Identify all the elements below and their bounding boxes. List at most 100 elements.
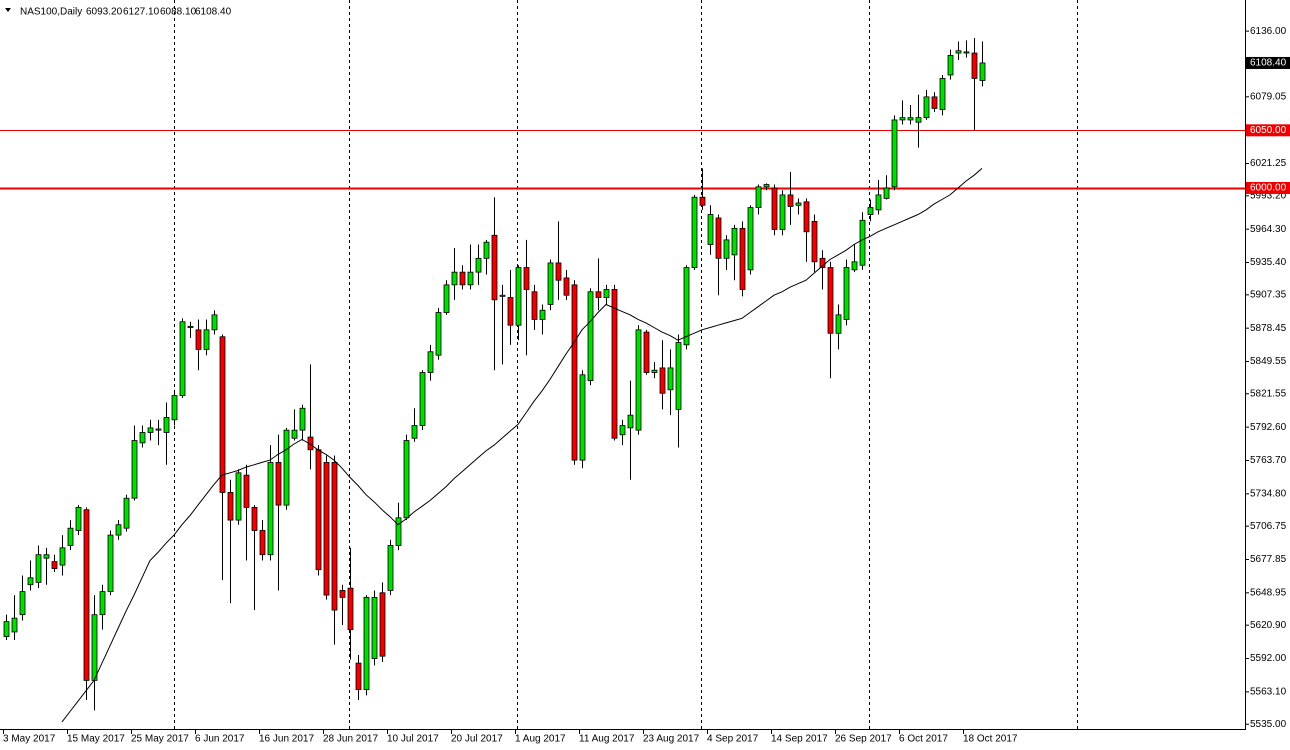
- menu-arrow[interactable]: [5, 8, 11, 12]
- candle-body: [795, 202, 802, 206]
- y-tick-label: 6136.00: [1250, 26, 1287, 37]
- x-tick-label: 14 Sep 2017: [771, 734, 828, 745]
- candle-body: [827, 267, 834, 334]
- candle-body: [523, 267, 530, 290]
- candle-body: [35, 554, 42, 583]
- candle-body: [731, 227, 738, 256]
- candle-body: [763, 184, 770, 188]
- candle-body: [499, 294, 506, 297]
- candle-body: [555, 262, 562, 281]
- candle-body: [347, 587, 354, 631]
- candle-body: [99, 591, 106, 616]
- x-tick-label: 6 Oct 2017: [899, 734, 948, 745]
- candle-body: [531, 291, 538, 320]
- candle-body: [235, 472, 242, 521]
- candle-body: [19, 591, 26, 616]
- candle-body: [451, 271, 458, 286]
- candle-body: [491, 234, 498, 301]
- y-tick-label: 6021.25: [1250, 158, 1287, 169]
- level-tag: [1246, 181, 1290, 194]
- candle-body: [907, 117, 914, 121]
- y-tick-label: 5964.30: [1250, 224, 1287, 235]
- x-tick-label: 6 Jun 2017: [195, 734, 245, 745]
- level-tag-label: 6000.00: [1250, 183, 1287, 194]
- candle-body: [851, 261, 858, 271]
- candle-body: [891, 119, 898, 188]
- candle-body: [107, 534, 114, 593]
- candle-body: [963, 51, 970, 54]
- y-tick-label: 5706.75: [1250, 521, 1287, 532]
- candle-body: [403, 440, 410, 519]
- candle-body: [179, 321, 186, 396]
- candle-body: [739, 227, 746, 290]
- x-tick-label: 11 Aug 2017: [579, 734, 635, 745]
- candle-body: [483, 241, 490, 259]
- candle-body: [835, 314, 842, 334]
- y-tick-label: 5849.55: [1250, 356, 1287, 367]
- candle-body: [395, 517, 402, 546]
- moving-average: [61, 168, 983, 723]
- candle-body: [627, 414, 634, 429]
- y-tick-label: 5648.95: [1250, 587, 1287, 598]
- candle-body: [875, 194, 882, 211]
- candle-body: [579, 374, 586, 461]
- candle-body: [779, 194, 786, 230]
- y-tick-label: 5592.00: [1250, 653, 1287, 664]
- x-tick-label: 10 Jul 2017: [387, 734, 439, 745]
- candle-body: [939, 78, 946, 110]
- y-tick-label: 5821.55: [1250, 388, 1287, 399]
- candle-body: [331, 462, 338, 611]
- candle-body: [547, 262, 554, 305]
- y-tick-label: 5878.45: [1250, 323, 1287, 334]
- candle-body: [387, 545, 394, 591]
- candle-body: [923, 96, 930, 119]
- x-tick-label: 28 Jun 2017: [323, 734, 378, 745]
- x-tick-label: 25 May 2017: [131, 734, 189, 745]
- candle-body: [819, 257, 826, 268]
- y-tick-label: 5677.85: [1250, 554, 1287, 565]
- candle-body: [411, 425, 418, 439]
- x-tick-label: 3 May 2017: [3, 734, 56, 745]
- candle-body: [259, 530, 266, 556]
- candle-body: [715, 217, 722, 259]
- last-price-label: 6108.40: [1250, 58, 1287, 69]
- candle-body: [155, 428, 162, 431]
- candle-body: [187, 325, 194, 328]
- candle-body: [147, 427, 154, 433]
- level-tag-label: 6050.00: [1250, 125, 1287, 136]
- ohlc-label: 6108.40: [195, 7, 232, 18]
- candle-body: [675, 342, 682, 410]
- candle-body: [371, 596, 378, 659]
- candle-body: [123, 497, 130, 529]
- candle-body: [691, 196, 698, 268]
- candle-body: [203, 329, 210, 350]
- candle-body: [323, 462, 330, 596]
- candle-body: [587, 291, 594, 381]
- candle-body: [267, 462, 274, 556]
- candle-body: [667, 367, 674, 391]
- candle-body: [251, 507, 258, 531]
- candle-body: [859, 219, 866, 266]
- y-tick-label: 5734.80: [1250, 488, 1287, 499]
- candle-body: [539, 309, 546, 320]
- candle-body: [379, 592, 386, 657]
- ohlc-label: 6088.10: [160, 7, 197, 18]
- candle-body: [459, 271, 466, 286]
- candle-body: [563, 277, 570, 296]
- last-price-tag: [1246, 56, 1290, 69]
- candle-body: [11, 617, 18, 633]
- candle-body: [643, 331, 650, 373]
- x-tick-label: 1 Aug 2017: [515, 734, 566, 745]
- candle-body: [979, 62, 986, 81]
- candle-body: [475, 257, 482, 273]
- candle-body: [971, 52, 978, 79]
- candle-body: [315, 449, 322, 571]
- candle-body: [27, 577, 34, 586]
- candle-body: [131, 440, 138, 499]
- x-tick-label: 23 Aug 2017: [643, 734, 700, 745]
- candle-body: [435, 312, 442, 356]
- candle-body: [699, 196, 706, 206]
- candle-body: [571, 284, 578, 461]
